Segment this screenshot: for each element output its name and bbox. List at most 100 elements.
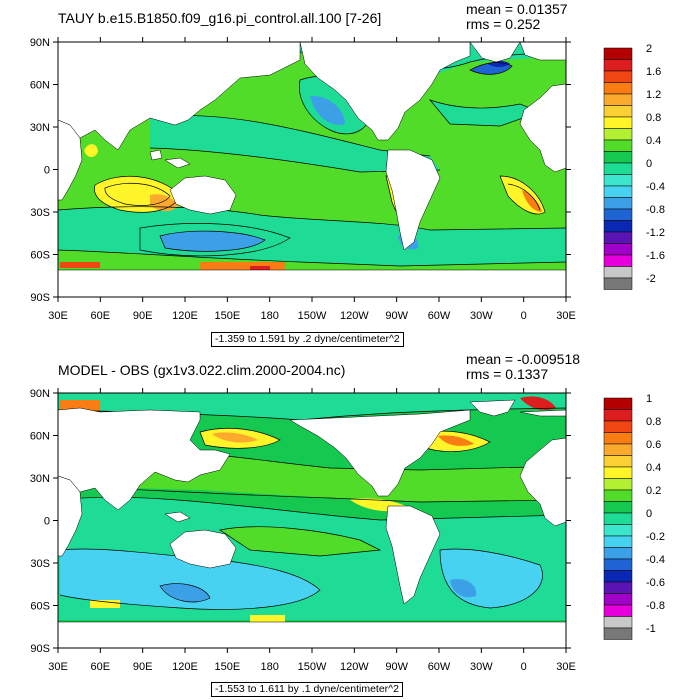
colorbar-label: 1.2: [646, 89, 661, 101]
land-masses: [58, 399, 566, 648]
colorbar-swatch: [603, 558, 633, 571]
lon-label: 30E: [556, 310, 576, 322]
colorbar-swatch: [603, 93, 633, 106]
range-label: -1.553 to 1.611 by .1 dyne/centimeter^2: [211, 682, 403, 697]
colorbar-swatch: [603, 231, 633, 244]
lon-label: 150E: [214, 310, 240, 322]
colorbar-label: 0.2: [646, 485, 661, 497]
range-label: -1.359 to 1.591 by .2 dyne/centimeter^2: [211, 332, 404, 347]
colorbar-swatch: [603, 524, 633, 537]
colorbar-label: -0.8: [646, 600, 665, 612]
colorbar-label: 0.4: [646, 135, 661, 147]
colorbar-swatch: [603, 409, 633, 422]
colorbar-label: 0.8: [646, 416, 661, 428]
orange-region: [60, 262, 100, 268]
colorbar-swatch: [603, 116, 633, 129]
colorbar-label: -1.6: [646, 250, 665, 262]
colorbar: 1 0.8 0.6 0.4 0.2 0 -0.2 -0.4 -0.6 -0.8 -1: [603, 393, 665, 640]
colorbar-swatch: [603, 581, 633, 594]
lon-label: 30E: [48, 310, 68, 322]
orange-region: [212, 432, 258, 443]
colorbar-label: -0.6: [646, 577, 665, 589]
blue-region: [160, 231, 265, 252]
colorbar-swatch: [603, 616, 633, 629]
orange-region: [522, 190, 542, 212]
lon-label: 180: [260, 661, 278, 673]
colorbar-label: 0.4: [646, 462, 661, 474]
colorbar-swatch: [603, 151, 633, 164]
panel-title: MODEL - OBS (gx1v3.022.clim.2000-2004.nc…: [58, 362, 346, 378]
lat-label: 90S: [30, 292, 50, 304]
lat-label: 60N: [30, 431, 50, 443]
lon-label: 30W: [470, 661, 493, 673]
lon-label: 30E: [48, 661, 68, 673]
blue-region: [310, 95, 345, 125]
lat-label: 60S: [30, 601, 50, 613]
colorbar-swatch: [603, 627, 633, 640]
blue-region: [160, 583, 210, 602]
axes: 90N 60N 30N 0 30S 60S 90S 30E 60E 90E 120E 150E 180 1…: [30, 37, 576, 322]
rms-value: rms = 0.1337: [466, 366, 549, 382]
lon-label: 90W: [385, 310, 408, 322]
colorbar-label: 0.8: [646, 112, 661, 124]
colorbar-swatch: [603, 420, 633, 433]
rms-value: rms = 0.252: [466, 16, 541, 32]
colorbar-swatch: [603, 174, 633, 187]
colorbar-swatch: [603, 105, 633, 118]
panel-title: TAUY b.e15.B1850.f09_g16.pi_control.all.…: [58, 10, 382, 26]
colorbar-swatch: [603, 478, 633, 491]
lon-label: 60W: [428, 310, 451, 322]
light-blue-region: [60, 549, 320, 610]
colorbar-swatch: [603, 432, 633, 445]
colorbar-label: -0.8: [646, 204, 665, 216]
colorbar-label: -2: [646, 273, 656, 285]
colorbar-swatch: [603, 489, 633, 502]
orange-region: [438, 435, 474, 446]
land-masses: [58, 42, 566, 297]
lat-label: 0: [44, 516, 50, 528]
colorbar-swatch: [603, 70, 633, 83]
map-plot: 90N 60N 30N 0 30S 60S 90S 30E 60E 90E 120E 150E 180 1…: [30, 37, 665, 322]
colorbar-swatch: [603, 501, 633, 514]
colorbar: 2 1.6 1.2 0.8 0.4 0 -0.4 -0.8 -1.2 -1.6 -2: [603, 43, 665, 290]
colorbar-swatch: [603, 593, 633, 606]
colorbar-swatch: [603, 139, 633, 152]
lon-label: 150W: [298, 310, 327, 322]
colorbar-swatch: [603, 59, 633, 72]
lon-label: 90E: [133, 310, 153, 322]
panel-model-minus-obs: MODEL - OBS (gx1v3.022.clim.2000-2004.nc…: [0, 350, 700, 700]
colorbar-label: 0: [646, 158, 652, 170]
lon-label: 30E: [556, 661, 576, 673]
lat-label: 90S: [30, 643, 50, 655]
yellow-region: [250, 615, 285, 622]
colorbar-swatch: [603, 47, 633, 60]
lat-label: 90N: [30, 388, 50, 400]
colorbar-swatch: [603, 208, 633, 221]
lon-label: 120E: [172, 661, 198, 673]
colorbar-swatch: [603, 570, 633, 583]
colorbar-label: 1: [646, 393, 652, 405]
colorbar-swatch: [603, 197, 633, 210]
colorbar-label: 0: [646, 508, 652, 520]
yellow-region: [84, 144, 98, 158]
mean-value: mean = -0.009518: [466, 351, 581, 367]
colorbar-swatch: [603, 547, 633, 560]
colorbar-label: -1.2: [646, 227, 665, 239]
colorbar-swatch: [603, 604, 633, 617]
lon-label: 120W: [340, 310, 369, 322]
colorbar-swatch: [603, 443, 633, 456]
red-region: [520, 396, 556, 410]
colorbar-swatch: [603, 82, 633, 95]
colorbar-label: 0.6: [646, 439, 661, 451]
lat-label: 30N: [30, 473, 50, 485]
lon-label: 0: [521, 310, 527, 322]
cyan-region: [58, 206, 566, 266]
lon-label: 90E: [133, 661, 153, 673]
colorbar-label: -0.2: [646, 531, 665, 543]
blue-region: [450, 578, 477, 598]
colorbar-label: -1: [646, 623, 656, 635]
colorbar-swatch: [603, 220, 633, 233]
lon-label: 120E: [172, 310, 198, 322]
cyan-region: [150, 115, 440, 172]
lat-label: 90N: [30, 37, 50, 49]
